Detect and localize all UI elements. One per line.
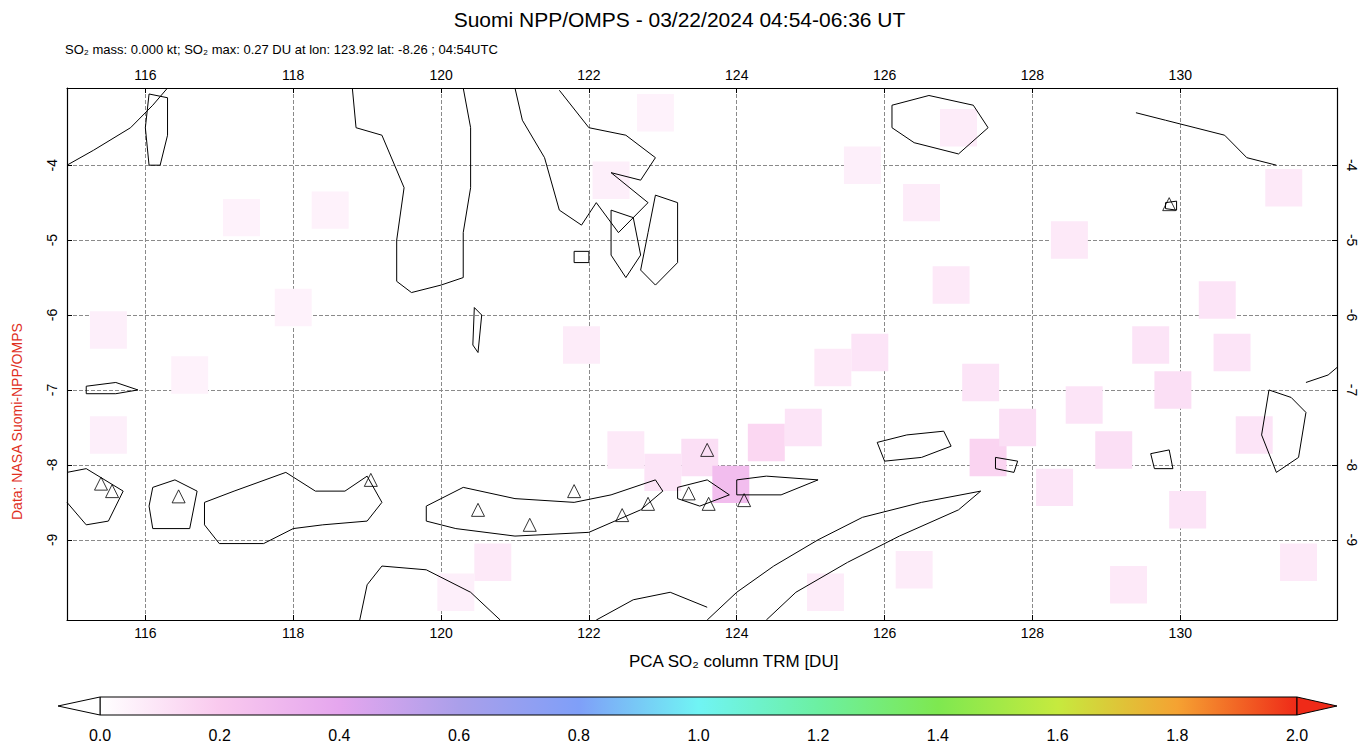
svg-text:126: 126 — [873, 625, 897, 641]
svg-text:1.8: 1.8 — [1166, 727, 1188, 743]
svg-text:-4: -4 — [44, 159, 60, 172]
svg-text:-8: -8 — [1344, 459, 1359, 472]
svg-text:PCA SO₂ column TRM [DU]: PCA SO₂ column TRM [DU] — [629, 652, 838, 671]
svg-text:Suomi NPP/OMPS - 03/22/2024 04: Suomi NPP/OMPS - 03/22/2024 04:54-06:36 … — [454, 8, 906, 31]
svg-text:130: 130 — [1169, 67, 1193, 83]
svg-text:118: 118 — [282, 625, 305, 641]
svg-text:128: 128 — [1021, 67, 1045, 83]
svg-text:126: 126 — [873, 67, 897, 83]
svg-text:120: 120 — [429, 67, 453, 83]
svg-text:-9: -9 — [44, 533, 60, 546]
svg-text:-7: -7 — [44, 384, 60, 397]
svg-text:0.4: 0.4 — [328, 727, 350, 743]
svg-text:122: 122 — [577, 67, 601, 83]
svg-text:-6: -6 — [44, 309, 60, 322]
svg-text:124: 124 — [725, 67, 749, 83]
svg-text:118: 118 — [282, 67, 305, 83]
svg-text:124: 124 — [725, 625, 749, 641]
svg-text:0.6: 0.6 — [448, 727, 470, 743]
svg-text:-5: -5 — [44, 234, 60, 247]
svg-text:SO₂ mass: 0.000 kt; SO₂ max: 0: SO₂ mass: 0.000 kt; SO₂ max: 0.27 DU at … — [65, 42, 498, 57]
svg-text:130: 130 — [1169, 625, 1193, 641]
svg-text:122: 122 — [577, 625, 601, 641]
svg-text:116: 116 — [134, 625, 157, 641]
svg-text:2.0: 2.0 — [1286, 727, 1308, 743]
svg-text:-9: -9 — [1344, 534, 1359, 547]
svg-text:128: 128 — [1021, 625, 1045, 641]
svg-text:1.4: 1.4 — [927, 727, 949, 743]
svg-text:1.6: 1.6 — [1046, 727, 1068, 743]
svg-text:0.0: 0.0 — [89, 727, 111, 743]
svg-text:-8: -8 — [44, 458, 60, 471]
svg-text:1.0: 1.0 — [687, 727, 709, 743]
svg-text:-6: -6 — [1344, 309, 1359, 322]
svg-text:1.2: 1.2 — [807, 727, 829, 743]
svg-text:Data: NASA Suomi-NPP/OMPS: Data: NASA Suomi-NPP/OMPS — [9, 323, 25, 520]
svg-text:-7: -7 — [1344, 384, 1359, 397]
svg-text:120: 120 — [429, 625, 453, 641]
svg-text:-4: -4 — [1344, 159, 1359, 172]
svg-text:-5: -5 — [1344, 234, 1359, 247]
svg-text:116: 116 — [134, 67, 157, 83]
svg-text:0.8: 0.8 — [568, 727, 590, 743]
svg-text:0.2: 0.2 — [209, 727, 231, 743]
